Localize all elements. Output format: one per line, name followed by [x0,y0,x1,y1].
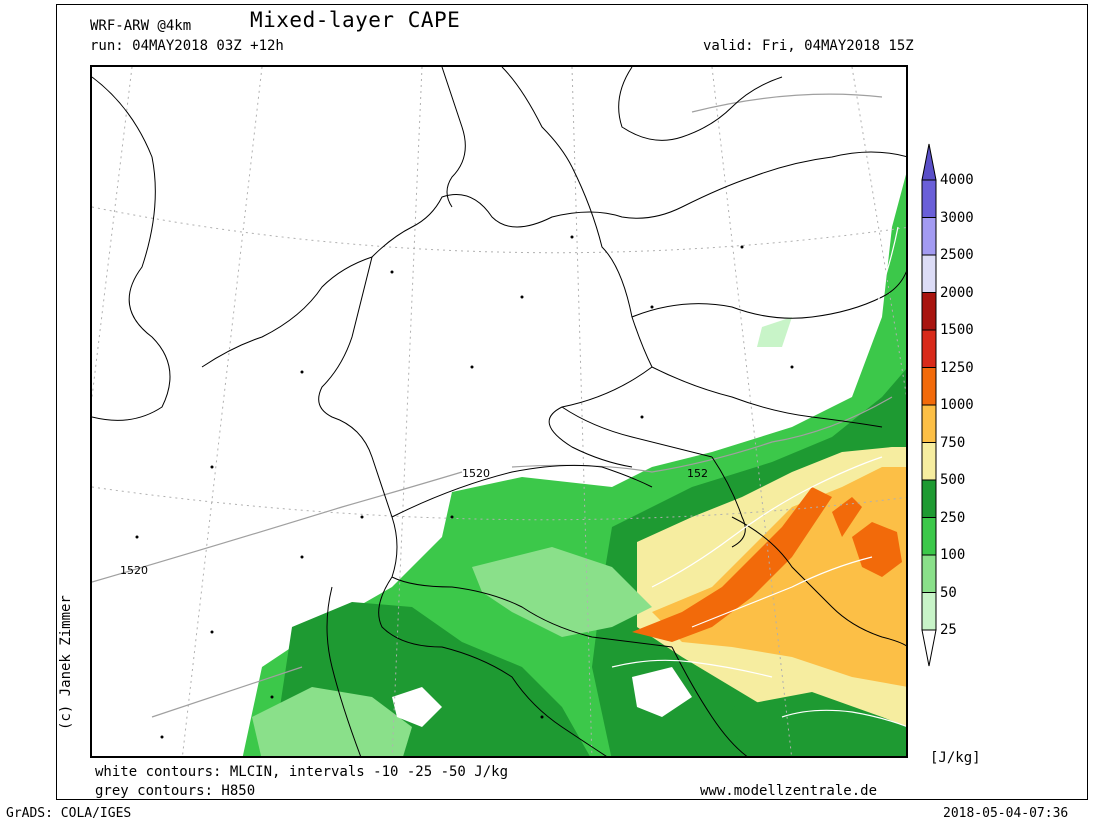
valid-label: valid: Fri, 04MAY2018 15Z [703,38,914,54]
colorbar-label: 50 [940,584,957,601]
run-label: run: 04MAY2018 03Z +12h [90,38,284,54]
h850-label: 1520 [462,467,490,480]
colorbar-swatch [921,217,937,256]
colorbar-swatch [921,292,937,331]
page-title: Mixed-layer CAPE [250,8,461,32]
cape-map: 1520 1520 152 [90,65,908,758]
colorbar-swatch [921,254,937,293]
mlcin-contours [611,226,906,727]
grey-contours-note: grey contours: H850 [95,783,256,799]
colorbar-swatch [921,179,937,218]
unit-label: [J/kg] [930,750,981,766]
colorbar-top-arrow [921,143,937,181]
graticule [92,67,906,756]
colorbar-swatch [921,404,937,443]
colorbar-swatch [921,442,937,481]
colorbar-label: 500 [940,472,966,488]
colorbar-label: 750 [940,434,966,451]
grads-label: GrADS: COLA/IGES [6,806,132,821]
colorbar-swatch [921,517,937,556]
cape-shading [242,174,906,756]
colorbar-label: 250 [940,509,966,526]
colorbar-label: 1500 [940,322,974,338]
figure-frame [56,4,1088,800]
colorbar-label: 100 [940,547,966,563]
colorbar-label: 2500 [940,247,974,263]
h850-label: 1520 [120,564,148,577]
borders [92,67,906,756]
colorbar-label: 1250 [940,359,974,376]
colorbar-swatch [921,479,937,518]
colorbar-label: 1000 [940,397,974,413]
h850-label: 152 [687,467,708,480]
map-canvas: 1520 1520 152 [92,67,906,756]
colorbar-legend: 4000 3000 2500 2000 1500 1250 1000 750 500 250 100… [920,140,1030,680]
colorbar [921,143,937,667]
colorbar-swatch [921,554,937,593]
colorbar-label: 25 [940,622,957,638]
white-contours-note: white contours: MLCIN, intervals -10 -25… [95,764,509,780]
model-label: WRF-ARW @4km [90,18,192,34]
colorbar-swatch [921,329,937,368]
city-markers [135,235,794,739]
colorbar-swatch [921,592,937,631]
timestamp-label: 2018-05-04-07:36 [943,806,1069,821]
colorbar-bottom-arrow [921,629,937,667]
colorbar-label: 4000 [940,172,974,188]
colorbar-label: 3000 [940,209,974,226]
credit-label: (c) Janek Zimmer [58,595,74,730]
website-label: www.modellzentrale.de [700,783,878,799]
colorbar-label: 2000 [940,284,974,301]
colorbar-swatch [921,367,937,406]
